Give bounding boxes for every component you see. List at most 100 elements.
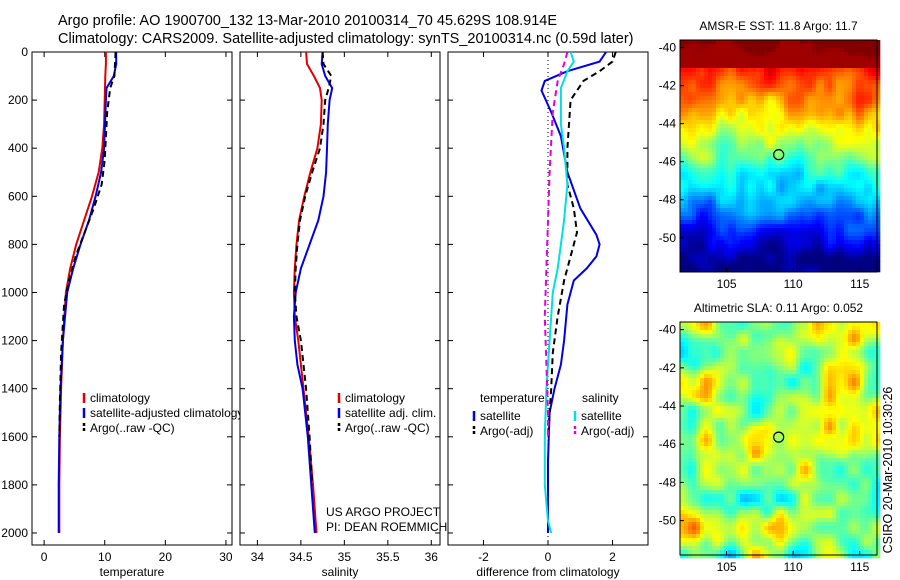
field-cell	[732, 152, 737, 157]
field-cell	[800, 128, 805, 133]
field-cell	[740, 410, 745, 415]
sst_map-frame	[679, 39, 878, 273]
field-cell	[764, 358, 769, 363]
field-cell	[800, 374, 805, 379]
field-cell	[760, 338, 765, 343]
field-cell	[776, 40, 781, 45]
field-cell	[752, 164, 757, 169]
field-cell	[764, 52, 769, 57]
field-cell	[800, 204, 805, 209]
field-cell	[728, 236, 733, 241]
field-cell	[860, 108, 865, 113]
field-cell	[696, 394, 701, 399]
field-cell	[852, 44, 857, 49]
field-cell	[788, 330, 793, 335]
field-cell	[832, 40, 837, 45]
field-cell	[744, 466, 749, 471]
field-cell	[776, 244, 781, 249]
field-cell	[752, 84, 757, 89]
field-cell	[768, 394, 773, 399]
field-cell	[752, 338, 757, 343]
field-cell	[768, 52, 773, 57]
field-cell	[820, 322, 825, 327]
field-cell	[724, 76, 729, 81]
field-cell	[824, 330, 829, 335]
field-cell	[740, 80, 745, 85]
field-cell	[860, 224, 865, 229]
field-cell	[864, 224, 869, 229]
field-cell	[768, 244, 773, 249]
field-cell	[776, 252, 781, 257]
field-cell	[820, 144, 825, 149]
field-cell	[808, 228, 813, 233]
field-cell	[748, 330, 753, 335]
field-cell	[832, 386, 837, 391]
field-cell	[816, 470, 821, 475]
field-cell	[792, 398, 797, 403]
field-cell	[752, 188, 757, 193]
field-cell	[692, 64, 697, 69]
field-cell	[824, 200, 829, 205]
field-cell	[800, 152, 805, 157]
field-cell	[728, 212, 733, 217]
field-cell	[812, 224, 817, 229]
field-cell	[820, 418, 825, 423]
field-cell	[804, 188, 809, 193]
field-cell	[720, 450, 725, 455]
field-cell	[840, 108, 845, 113]
field-cell	[768, 346, 773, 351]
field-cell	[812, 120, 817, 125]
field-cell	[788, 260, 793, 265]
field-cell	[772, 80, 777, 85]
field-cell	[808, 382, 813, 387]
field-cell	[772, 60, 777, 65]
field-cell	[720, 48, 725, 53]
field-cell	[872, 228, 877, 233]
field-cell	[836, 120, 841, 125]
field-cell	[756, 402, 761, 407]
field-cell	[740, 88, 745, 93]
field-cell	[792, 470, 797, 475]
field-cell	[740, 426, 745, 431]
field-cell	[724, 148, 729, 153]
field-cell	[856, 450, 861, 455]
field-cell	[784, 402, 789, 407]
field-cell	[692, 204, 697, 209]
field-cell	[796, 426, 801, 431]
field-cell	[780, 80, 785, 85]
field-cell	[736, 44, 741, 49]
field-cell	[764, 346, 769, 351]
field-cell	[728, 200, 733, 205]
field-cell	[780, 350, 785, 355]
field-cell	[696, 76, 701, 81]
field-cell	[760, 240, 765, 245]
field-cell	[684, 252, 689, 257]
field-cell	[848, 470, 853, 475]
field-cell	[712, 68, 717, 73]
field-cell	[784, 168, 789, 173]
field-cell	[828, 326, 833, 331]
field-cell	[724, 128, 729, 133]
field-cell	[732, 108, 737, 113]
field-cell	[812, 338, 817, 343]
field-cell	[708, 386, 713, 391]
field-cell	[736, 358, 741, 363]
field-cell	[704, 354, 709, 359]
field-cell	[828, 370, 833, 375]
field-cell	[840, 450, 845, 455]
field-cell	[704, 244, 709, 249]
field-cell	[836, 338, 841, 343]
field-cell	[824, 446, 829, 451]
field-cell	[872, 116, 877, 121]
field-cell	[680, 382, 685, 387]
field-cell	[712, 116, 717, 121]
field-cell	[872, 200, 877, 205]
field-cell	[772, 358, 777, 363]
field-cell	[872, 180, 877, 185]
field-cell	[688, 378, 693, 383]
field-cell	[684, 212, 689, 217]
field-cell	[832, 60, 837, 65]
field-cell	[688, 128, 693, 133]
field-cell	[752, 370, 757, 375]
